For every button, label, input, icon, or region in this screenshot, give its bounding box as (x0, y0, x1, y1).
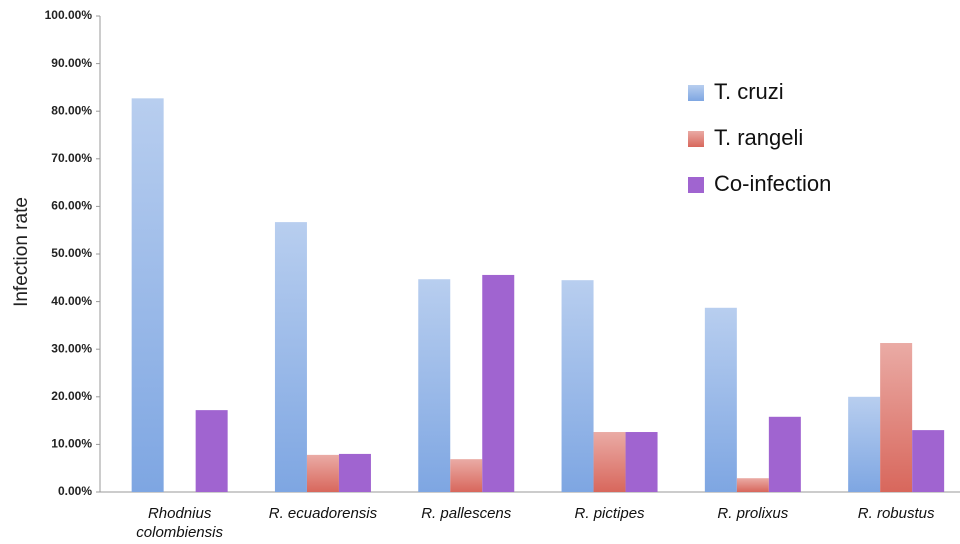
x-tick-label: R. prolixus (717, 505, 789, 522)
y-tick-label: 10.00% (51, 437, 92, 451)
legend-label: T. rangeli (714, 125, 803, 150)
bar (768, 416, 801, 492)
bar (593, 432, 626, 492)
legend-swatch (688, 131, 704, 147)
bar (482, 274, 515, 492)
bar (880, 343, 913, 492)
x-tick-label: R. pictipes (574, 505, 645, 522)
y-tick-label: 0.00% (58, 484, 92, 498)
y-tick-label: 80.00% (51, 103, 92, 117)
bar (561, 280, 594, 492)
y-tick-label: 100.00% (45, 8, 93, 22)
x-tick-label: R. ecuadorensis (268, 505, 378, 522)
y-tick-label: 20.00% (51, 389, 92, 403)
bar (131, 98, 164, 493)
bar (704, 307, 737, 492)
y-tick-label: 30.00% (51, 341, 92, 355)
x-tick-label: R. pallescens (421, 505, 512, 522)
y-tick-label: 60.00% (51, 199, 92, 213)
bar (274, 222, 307, 492)
y-tick-label: 40.00% (51, 294, 92, 308)
legend-swatch (688, 85, 704, 101)
bar (848, 396, 881, 492)
bar (736, 478, 769, 492)
bar (625, 432, 658, 492)
legend-swatch (688, 177, 704, 193)
y-tick-label: 90.00% (51, 56, 92, 70)
bar (418, 279, 451, 492)
bar (450, 459, 483, 492)
y-axis-label: Infection rate (11, 197, 32, 307)
x-tick-label: R. robustus (857, 505, 935, 522)
bar (306, 454, 339, 492)
y-tick-label: 50.00% (51, 246, 92, 260)
x-tick-label: Rhodnius colombiensis (136, 505, 223, 541)
bar (912, 430, 945, 492)
bar (338, 453, 371, 492)
legend-label: T. cruzi (714, 79, 784, 104)
y-tick-label: 70.00% (51, 151, 92, 165)
bar (195, 410, 228, 492)
legend-label: Co-infection (714, 171, 831, 196)
